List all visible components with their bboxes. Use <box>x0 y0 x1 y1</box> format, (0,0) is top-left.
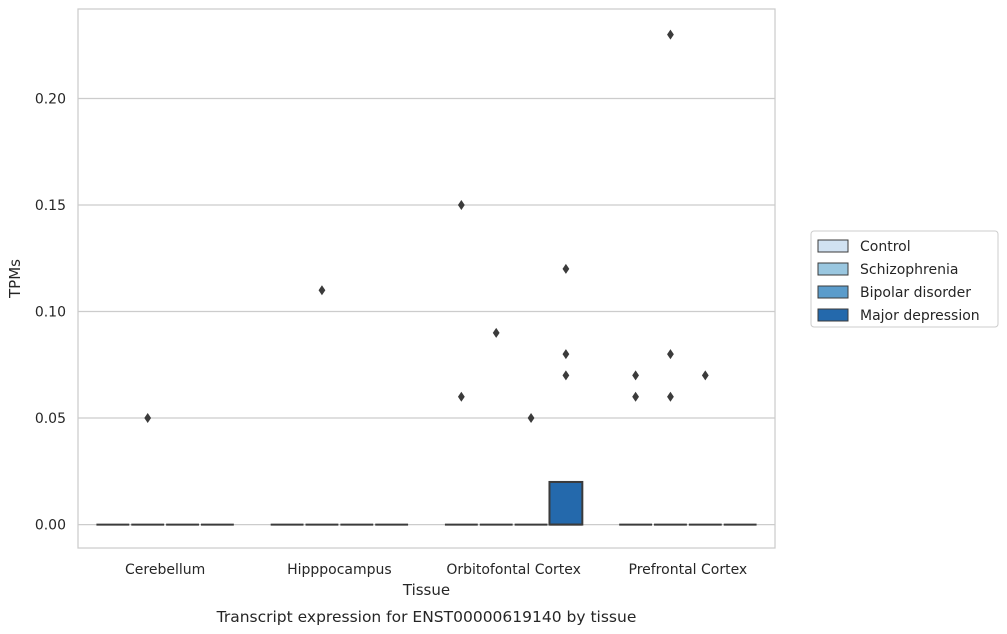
outliers-layer <box>144 29 709 424</box>
x-axis-label: Tissue <box>402 581 450 599</box>
outlier-point <box>144 413 152 424</box>
legend-items: Control Schizophrenia Bipolar disorder Majo… <box>817 239 980 324</box>
legend-label: Major depression <box>860 308 980 324</box>
y-tick-label: 0.20 <box>35 91 66 107</box>
outlier-point <box>457 200 465 210</box>
box <box>548 480 584 526</box>
outlier-point <box>457 391 465 402</box>
outlier-point <box>562 370 570 381</box>
boxes-layer <box>96 480 757 526</box>
x-tick-label: Cerebellum <box>125 562 205 578</box>
outlier-point <box>527 413 535 424</box>
legend-label: Schizophrenia <box>860 262 958 278</box>
legend-label: Control <box>860 239 911 255</box>
grid-lines <box>78 97 775 526</box>
y-tick-label: 0.10 <box>35 305 66 321</box>
outlier-point <box>632 370 639 381</box>
outlier-point <box>667 391 674 402</box>
y-axis-label: TPMs <box>6 259 24 299</box>
outlier-point <box>667 29 674 40</box>
legend-swatch <box>817 239 849 253</box>
y-axis-ticks: 0.00 0.05 0.10 0.15 0.20 <box>35 91 66 533</box>
y-tick-label: 0.00 <box>35 518 66 534</box>
legend-swatch <box>817 262 849 276</box>
legend-swatch <box>817 308 849 322</box>
legend-swatch <box>817 285 849 299</box>
legend[interactable]: Control Schizophrenia Bipolar disorder Majo… <box>810 230 999 328</box>
plot-area-frame <box>77 8 776 549</box>
outlier-point <box>562 349 570 360</box>
x-tick-label: Prefrontal Cortex <box>629 562 748 578</box>
y-tick-label: 0.15 <box>35 198 66 214</box>
outlier-point <box>632 391 639 402</box>
x-axis-ticks: Cerebellum Hipppocampus Orbitofontal Corte… <box>125 562 747 578</box>
outlier-point <box>562 263 570 274</box>
outlier-point <box>318 285 326 296</box>
legend-frame <box>810 230 999 328</box>
outlier-point <box>701 370 709 381</box>
outlier-point <box>667 349 674 360</box>
chart-caption: Transcript expression for ENST0000061914… <box>216 608 637 626</box>
x-tick-label: Orbitofontal Cortex <box>446 562 581 578</box>
outlier-point <box>492 327 500 338</box>
x-tick-label: Hipppocampus <box>287 562 392 578</box>
legend-label: Bipolar disorder <box>860 285 971 301</box>
y-tick-label: 0.05 <box>35 411 66 427</box>
